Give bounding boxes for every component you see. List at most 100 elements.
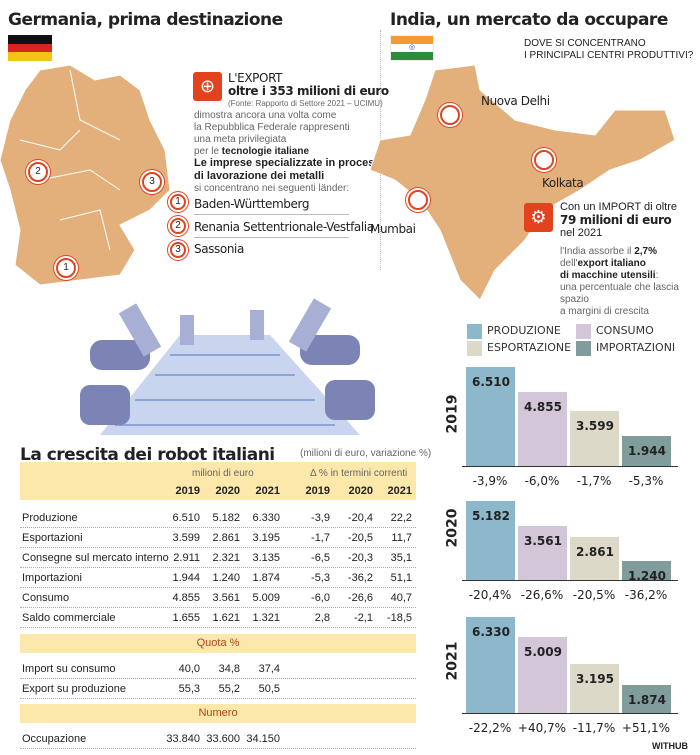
legend-swatch-esportazione [467, 341, 482, 356]
export-label: L'EXPORT [228, 71, 283, 85]
table-row: Import su consumo 40,0 34,8 37,4 [20, 659, 416, 679]
bar-consumo [518, 525, 567, 580]
table-title: La crescita dei robot italiani [20, 445, 275, 465]
cell-value: 35,1 [390, 552, 412, 564]
germany-map [0, 64, 171, 286]
change-label: -22,2% [468, 721, 512, 735]
city-delhi: Nuova Delhi [481, 94, 550, 108]
land-1: Baden-Württemberg [194, 197, 310, 211]
land-2: Renania Settentrionale-Vestfalia [194, 220, 374, 234]
robot-assembly-illustration [80, 298, 375, 435]
cell-value: 33.840 [166, 733, 200, 745]
cell-value: 1.621 [212, 612, 240, 624]
table-row: Produzione 6.510 5.182 6.330 -3,9 -20,4 22,2 [20, 508, 416, 528]
germany-flag [8, 35, 52, 61]
band-numero: Numero [20, 704, 416, 723]
cell-value: 6.330 [252, 512, 280, 524]
table-unit-note: (milioni di euro, variazione %) [300, 448, 432, 459]
india-question: DOVE SI CONCENTRANO I PRINCIPALI CENTRI … [524, 38, 693, 62]
cell-value: -26,6 [347, 592, 373, 604]
land-3: Sassonia [194, 242, 244, 256]
bar-value-label: 1.240 [628, 569, 666, 584]
row-label: Consumo [22, 592, 70, 604]
bar-value-label: 6.330 [472, 624, 510, 639]
row-label: Saldo commerciale [22, 612, 116, 624]
year-header: 2021 [387, 485, 412, 497]
change-label: +51,1% [621, 721, 671, 735]
cell-value: -36,2 [347, 572, 373, 584]
legend-esportazione: ESPORTAZIONE [487, 341, 572, 354]
credit: WITHUB [652, 741, 688, 751]
table-row: Importazioni 1.944 1.240 1.874 -5,3 -36,2 51,1 [20, 568, 416, 588]
india-text: a margini di crescita [560, 306, 649, 317]
bar-value-label: 5.009 [524, 644, 562, 659]
cell-value: 3.561 [212, 592, 240, 604]
bar-importazioni [622, 684, 671, 713]
cell-value: 55,3 [178, 683, 200, 695]
cell-value: 1.240 [212, 572, 240, 584]
cell-value: 3.599 [172, 532, 200, 544]
india-text: l'India assorbe il [560, 246, 632, 257]
divider [194, 214, 349, 215]
change-label: -5,3% [628, 474, 664, 488]
cell-value: 51,1 [390, 572, 412, 584]
bar-esportazione [570, 411, 619, 466]
legend-produzione: PRODUZIONE [487, 324, 561, 337]
robot-table: milioni di euro Δ % in termini correnti … [20, 462, 416, 752]
gears-icon: ⚙ [524, 203, 553, 232]
legend-swatch-produzione [467, 324, 482, 339]
bar-importazioni [622, 436, 671, 466]
table-row: Export su produzione 55,3 55,2 50,5 [20, 679, 416, 699]
cell-value: 22,2 [390, 512, 412, 524]
cell-value: 50,5 [258, 683, 280, 695]
change-label: -1,7% [576, 474, 612, 488]
export-value: oltre i 353 milioni di euro [228, 84, 389, 98]
bar-esportazione [570, 536, 619, 580]
change-label: -6,0% [524, 474, 560, 488]
table-row: Esportazioni 3.599 2.861 3.195 -1,7 -20,5 11,7 [20, 528, 416, 548]
cell-value: -20,5 [347, 532, 373, 544]
legend-consumo: CONSUMO [596, 324, 654, 337]
year-header: 2020 [215, 485, 240, 497]
table-row: Occupazione 33.840 33.600 34.150 [20, 729, 416, 749]
india-text-bold: 2,7% [634, 246, 657, 257]
year-header: 2019 [305, 485, 330, 497]
bar-importazioni [622, 561, 671, 580]
row-label: Import su consumo [22, 663, 116, 675]
land-3-icon: 3 [170, 242, 186, 258]
bar-value-label: 1.944 [628, 444, 666, 459]
cell-value: -20,3 [347, 552, 373, 564]
bar-esportazione [570, 664, 619, 713]
year-label: 2019 [444, 394, 461, 434]
cell-value: 5.009 [252, 592, 280, 604]
kolkata-marker-icon [534, 150, 554, 170]
bar-consumo [518, 392, 567, 466]
cell-value: -1,7 [311, 532, 330, 544]
change-label: -20,5% [572, 588, 616, 602]
marker-3-icon: 3 [142, 172, 162, 192]
change-label: +40,7% [517, 721, 567, 735]
group-header-millions: milioni di euro [192, 468, 254, 479]
cell-value: -20,4 [347, 512, 373, 524]
import-line: nel 2021 [560, 227, 603, 239]
globe-search-icon: ⊕ [193, 72, 222, 101]
table-row: Consegne sul mercato interno 2.911 2.321 3.… [20, 548, 416, 568]
cell-value: 40,0 [178, 663, 200, 675]
cell-value: -3,9 [311, 512, 330, 524]
imprese-line: Le imprese specializzate in processi [194, 157, 384, 169]
year-header: 2020 [348, 485, 373, 497]
marker-2-icon: 2 [28, 162, 48, 182]
cell-value: 3.195 [252, 532, 280, 544]
india-title: India, un mercato da occupare [390, 10, 668, 30]
cell-value: 2.911 [173, 552, 200, 564]
cell-value: 4.855 [172, 592, 200, 604]
bar-value-label: 3.195 [576, 672, 614, 687]
bar-value-label: 3.599 [576, 419, 614, 434]
bar-value-label: 1.874 [628, 692, 666, 707]
cell-value: 33.600 [206, 733, 240, 745]
cell-value: 34.150 [246, 733, 280, 745]
cell-value: -6,0 [311, 592, 330, 604]
bar-produzione [466, 616, 515, 713]
bar-value-label: 6.510 [472, 375, 510, 390]
row-label: Consegne sul mercato interno [22, 552, 169, 564]
